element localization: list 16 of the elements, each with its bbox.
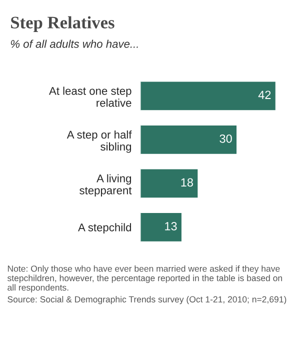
- data-label: 13: [165, 222, 177, 230]
- data-label: 18: [181, 178, 193, 187]
- y-tick-label: A step or half sibling: [66, 130, 132, 153]
- bar: [140, 212, 183, 243]
- bar: [140, 124, 238, 156]
- text: Note: Only those who have ever been married were asked if they have stepchildren, however, the percentage reported in the table is based on all respondents.: [7, 265, 282, 292]
- bar: [140, 168, 200, 200]
- source-note: Source: Social & Demographic Trends survey (Oct 1-21, 2010; n=2,691): [8, 296, 286, 304]
- y-tick-label: At least one step relative: [48, 86, 132, 107]
- data-label: 30: [220, 134, 232, 143]
- chart-title: Step Relatives: [11, 16, 114, 32]
- y-tick-label: A stepchild: [78, 223, 132, 234]
- y-tick-label: A living stepparent: [80, 174, 132, 197]
- bar: [140, 80, 276, 112]
- chart-subtitle: % of all adults who have...: [10, 40, 138, 48]
- data-label: 42: [258, 90, 271, 99]
